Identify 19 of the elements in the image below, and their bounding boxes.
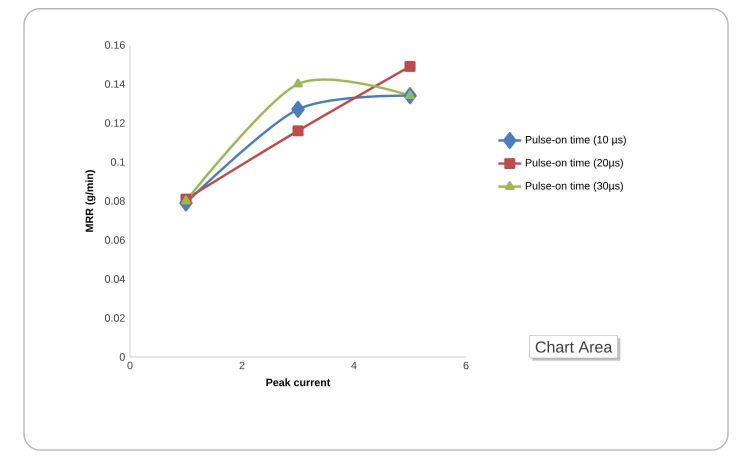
y-tick-label: 0.06 [104,236,125,244]
y-tick-label: 0.1 [110,158,125,166]
x-tick-label: 6 [464,362,468,370]
x-tick-label: 0 [127,362,133,370]
y-axis-title: MRR (g/min) [85,170,96,232]
y-tick-label: 0.08 [104,197,125,205]
text: Chart Area [536,340,612,353]
x-axis-title: Peak current [266,378,330,386]
x-tick-label: 4 [351,362,357,370]
legend-label: Pulse-on time (10 µs) [526,136,626,146]
y-tick-label: 0.16 [104,41,125,49]
y-tick-label: 0.04 [104,275,125,283]
legend-label: Pulse-on time (30µs) [526,182,623,192]
y-tick-label: 0.02 [104,314,125,322]
y-tick-label: 0 [120,353,125,361]
legend-label: Pulse-on time (20µs) [526,158,623,169]
y-tick-label: 0.14 [104,80,125,88]
x-tick-label: 2 [240,362,244,370]
y-tick-label: 0.12 [104,119,125,127]
